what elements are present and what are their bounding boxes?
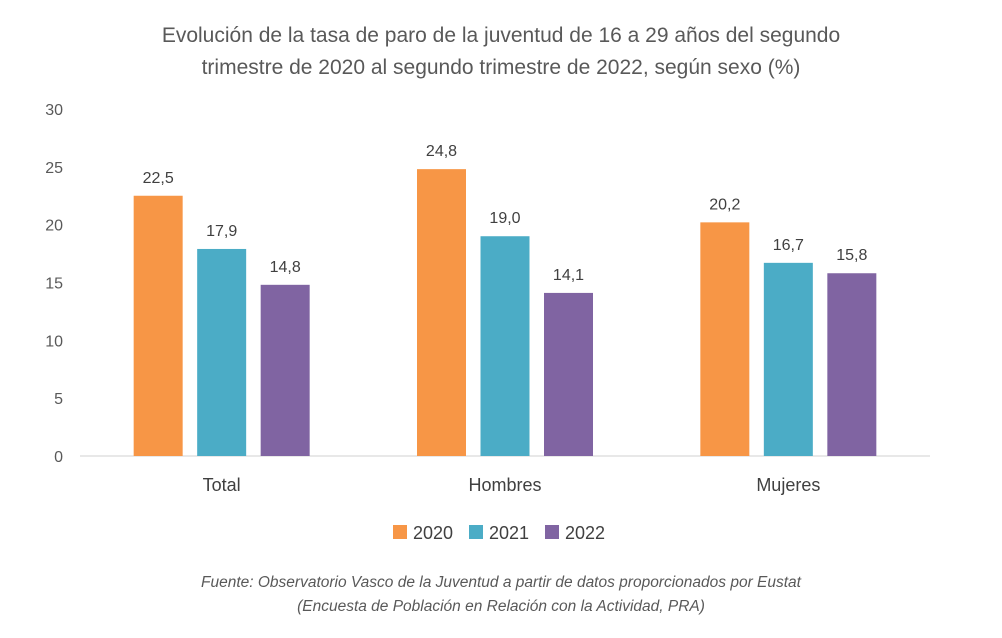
category-label: Total	[203, 475, 241, 495]
bar-series	[133, 169, 877, 456]
y-tick-label: 0	[54, 449, 63, 466]
bar-hombres-2021	[480, 236, 530, 456]
data-label: 24,8	[426, 143, 457, 160]
legend-label: 2022	[565, 523, 605, 543]
bar-total-2021	[197, 248, 247, 456]
y-tick-label: 25	[45, 160, 63, 177]
bar-mujeres-2021	[763, 262, 813, 456]
bar-mujeres-2022	[827, 273, 877, 456]
category-label: Mujeres	[756, 475, 820, 495]
bar-mujeres-2020	[700, 222, 750, 456]
source-note: Fuente: Observatorio Vasco de la Juventu…	[201, 574, 802, 615]
y-tick-label: 20	[45, 218, 63, 235]
bar-total-2022	[260, 284, 310, 456]
data-label: 14,8	[270, 259, 301, 276]
legend: 2020 2021 2022	[393, 523, 605, 543]
data-label: 22,5	[143, 170, 174, 187]
data-labels: 22,5 17,9 14,8 24,8 19,0 14,1 20,2 16,7 15,8	[143, 143, 868, 284]
data-label: 20,2	[709, 196, 740, 213]
y-tick-label: 5	[54, 391, 63, 408]
y-tick-label: 10	[45, 333, 63, 350]
legend-label: 2021	[489, 523, 529, 543]
legend-swatch-2020	[393, 525, 407, 539]
bar-total-2020	[133, 195, 183, 456]
chart-title-line-2: trimestre de 2020 al segundo trimestre d…	[202, 56, 801, 79]
chart-title-line-1: Evolución de la tasa de paro de la juven…	[162, 24, 840, 47]
bar-hombres-2022	[544, 292, 593, 456]
x-axis-categories: Total Hombres Mujeres	[203, 475, 821, 495]
source-line-2: (Encuesta de Población en Relación con l…	[297, 598, 705, 615]
chart-title: Evolución de la tasa de paro de la juven…	[162, 24, 840, 79]
data-label: 14,1	[553, 267, 584, 284]
legend-swatch-2022	[545, 525, 559, 539]
data-label: 16,7	[773, 237, 804, 254]
y-tick-label: 15	[45, 276, 63, 293]
y-tick-label: 30	[45, 102, 63, 119]
data-label: 15,8	[836, 247, 867, 264]
legend-label: 2020	[413, 523, 453, 543]
data-label: 17,9	[206, 223, 237, 240]
category-label: Hombres	[468, 475, 541, 495]
source-line-1: Fuente: Observatorio Vasco de la Juventu…	[201, 574, 802, 591]
data-label: 19,0	[489, 210, 520, 227]
legend-swatch-2021	[469, 525, 483, 539]
bar-hombres-2020	[417, 169, 466, 456]
